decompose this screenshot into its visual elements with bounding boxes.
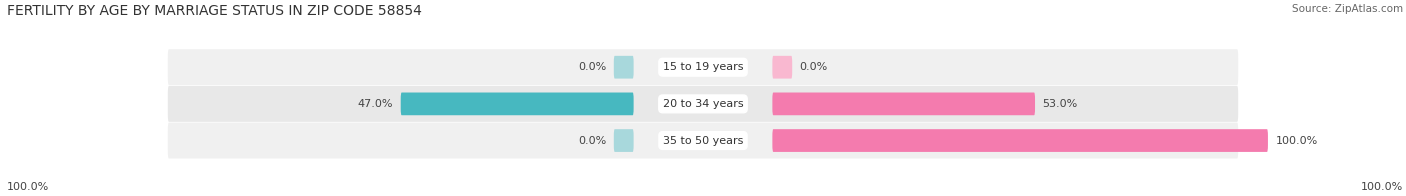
Text: 15 to 19 years: 15 to 19 years [662,62,744,72]
Text: FERTILITY BY AGE BY MARRIAGE STATUS IN ZIP CODE 58854: FERTILITY BY AGE BY MARRIAGE STATUS IN Z… [7,4,422,18]
Text: 53.0%: 53.0% [1042,99,1078,109]
FancyBboxPatch shape [614,56,634,79]
Text: 0.0%: 0.0% [578,62,606,72]
Text: 100.0%: 100.0% [1275,136,1317,146]
Text: 47.0%: 47.0% [357,99,394,109]
FancyBboxPatch shape [772,129,1268,152]
Text: 0.0%: 0.0% [578,136,606,146]
Text: 20 to 34 years: 20 to 34 years [662,99,744,109]
FancyBboxPatch shape [401,93,634,115]
Text: 0.0%: 0.0% [800,62,828,72]
FancyBboxPatch shape [614,129,634,152]
Text: 100.0%: 100.0% [7,182,49,192]
FancyBboxPatch shape [772,56,792,79]
FancyBboxPatch shape [167,86,1239,122]
Legend: Married, Unmarried: Married, Unmarried [623,191,783,196]
FancyBboxPatch shape [167,122,1239,159]
Text: 100.0%: 100.0% [1361,182,1403,192]
FancyBboxPatch shape [772,93,1035,115]
Text: 35 to 50 years: 35 to 50 years [662,136,744,146]
FancyBboxPatch shape [167,49,1239,85]
Text: Source: ZipAtlas.com: Source: ZipAtlas.com [1292,4,1403,14]
